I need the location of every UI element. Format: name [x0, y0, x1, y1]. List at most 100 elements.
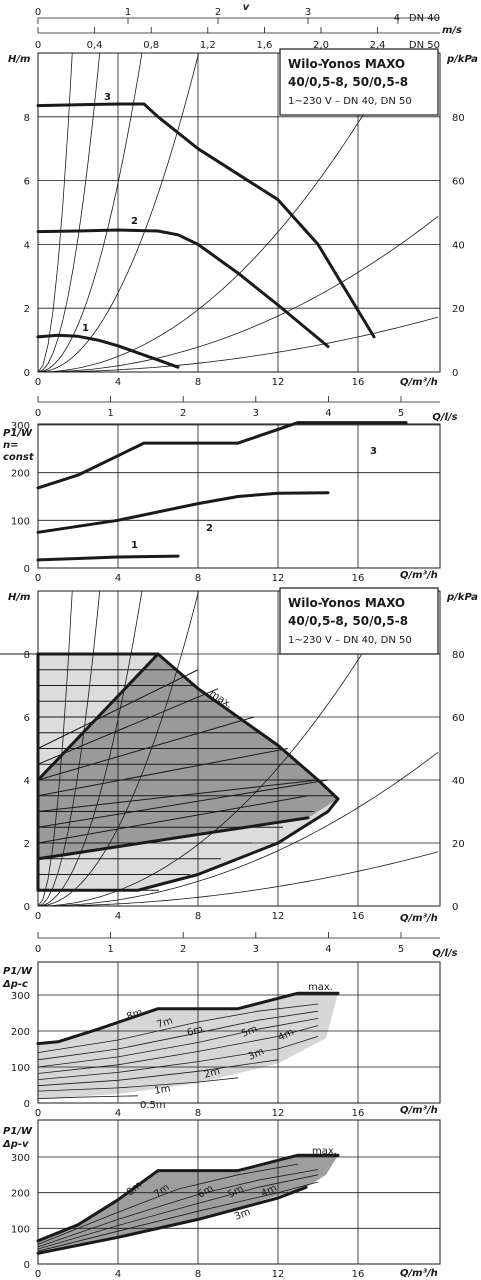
y-tick-label: 200 [11, 469, 30, 480]
y-right-tick-label: 40 [452, 240, 465, 251]
chart-title: Wilo-Yonos MAXO [288, 596, 405, 610]
dn50-label: DN 50 [409, 40, 440, 51]
system-curve [38, 851, 439, 906]
plot-frame [37, 1119, 441, 1265]
x-tick-label: 4 [115, 377, 121, 388]
power-curve-5m [37, 1174, 319, 1250]
y-right-tick-label: 80 [452, 650, 465, 661]
x-tick-label: 8 [195, 573, 201, 584]
y-axis-right-label: p/kPa [446, 54, 478, 65]
power-curve-8m [36, 1153, 340, 1243]
system-curve [38, 53, 200, 372]
power-curve-1 [36, 554, 180, 562]
velocity-scales: v m/s DN 40 DN 50 0 1 2 3 4 0 0,4 0,8 1,2 1,6 2,0… [35, 2, 462, 51]
y-tick-label: 200 [11, 1189, 30, 1200]
x-tick-label: 12 [272, 911, 285, 922]
x-axis-label: Q/m³/h [400, 1268, 438, 1279]
x-tick-label: 0 [35, 911, 41, 922]
y-right-tick-label: 20 [452, 839, 465, 850]
plot-frame [37, 52, 441, 373]
velocity-unit: m/s [442, 25, 462, 36]
y-tick-label: 6 [24, 177, 30, 188]
flow-scale-1: 0 1 2 3 4 5 Q/l/s [35, 396, 458, 423]
y-axis-label: P1/W [3, 966, 33, 977]
curve-label: 2m [203, 1066, 222, 1081]
x-tick-label: 4 [115, 911, 121, 922]
curve-label: 7m [156, 1015, 175, 1030]
chart-title: Wilo-Yonos MAXO [288, 57, 405, 71]
dn50-tick-label: 0,4 [87, 40, 103, 51]
dp-v-line [37, 779, 319, 812]
dn40-tick-label: 3 [305, 7, 311, 18]
flow-tick-label: 1 [107, 944, 113, 955]
y-axis-label: H/m [8, 592, 30, 603]
x-tick-label: 8 [195, 377, 201, 388]
y-right-tick-label: 80 [452, 113, 465, 124]
pump-curve-3 [36, 102, 376, 339]
power-curve-8m [36, 991, 340, 1046]
legend-box [279, 587, 439, 655]
power-curve-4m [37, 1181, 319, 1252]
flow-tick-label: 3 [253, 408, 259, 419]
power-curve-3 [36, 421, 408, 490]
y-tick-label: 0 [24, 1099, 30, 1110]
curve-label: 0.5m [140, 1100, 166, 1111]
system-curve [38, 591, 200, 906]
pump-curve-1 [36, 333, 180, 369]
system-curve [38, 53, 73, 372]
legend-box [279, 48, 439, 116]
dp-v-line [37, 688, 219, 765]
dp-v-range [38, 654, 338, 859]
y-tick-label: 2 [24, 304, 30, 315]
y-tick-label: 300 [11, 421, 30, 432]
y-right-tick-label: 60 [452, 177, 465, 188]
flow-tick-label: 2 [180, 944, 186, 955]
x-tick-label: 16 [352, 1108, 365, 1119]
x-tick-label: 0 [35, 573, 41, 584]
y-tick-label: 0 [24, 564, 30, 575]
y-tick-label: 200 [11, 1027, 30, 1038]
system-curve [38, 53, 401, 372]
dn50-ticks: 0 0,4 0,8 1,2 1,6 2,0 2,4 [35, 27, 440, 51]
power-curve-7m [37, 1163, 299, 1245]
y-axis-label-2: n= [3, 440, 19, 451]
flow-tick-label: 0 [35, 408, 41, 419]
flow-tick-label: 5 [398, 408, 404, 419]
x-tick-label: 12 [272, 1108, 285, 1119]
x-tick-label: 16 [352, 911, 365, 922]
y-axis-right-label: p/kPa [446, 592, 478, 603]
y-axis-label: H/m [8, 54, 30, 65]
x-tick-label: 16 [352, 377, 365, 388]
y-tick-label: 0 [24, 902, 30, 913]
x-tick-label: 8 [195, 911, 201, 922]
dn40-tick-label: 1 [125, 7, 131, 18]
max-label: max. [312, 1146, 337, 1157]
y-tick-label: 4 [24, 240, 30, 251]
dn40-label: DN 40 [409, 13, 440, 24]
y-tick-label: 4 [24, 776, 30, 787]
x-axis-label: Q/m³/h [400, 1105, 438, 1116]
flow-tick-label: 0 [35, 944, 41, 955]
dp-v-lower-boundary [36, 816, 310, 861]
x-tick-label: 4 [115, 573, 121, 584]
x-tick-label: 0 [35, 1269, 41, 1280]
max-curve-outline [36, 652, 340, 892]
system-curve [38, 591, 401, 906]
flow-tick-label: 5 [398, 944, 404, 955]
y-axis-label-2: Δp-v [2, 1139, 29, 1150]
system-curve [38, 591, 73, 906]
dn50-tick-label: 2,0 [313, 40, 329, 51]
dp-v-line [37, 669, 199, 749]
flow-tick-label: 1 [107, 408, 113, 419]
flow-scale-label: Q/l/s [432, 412, 457, 423]
system-curve [38, 53, 101, 372]
y-right-tick-label: 40 [452, 776, 465, 787]
y-right-tick-label: 0 [452, 902, 458, 913]
x-tick-label: 12 [272, 573, 285, 584]
y-axis-label-3: const [3, 452, 35, 463]
